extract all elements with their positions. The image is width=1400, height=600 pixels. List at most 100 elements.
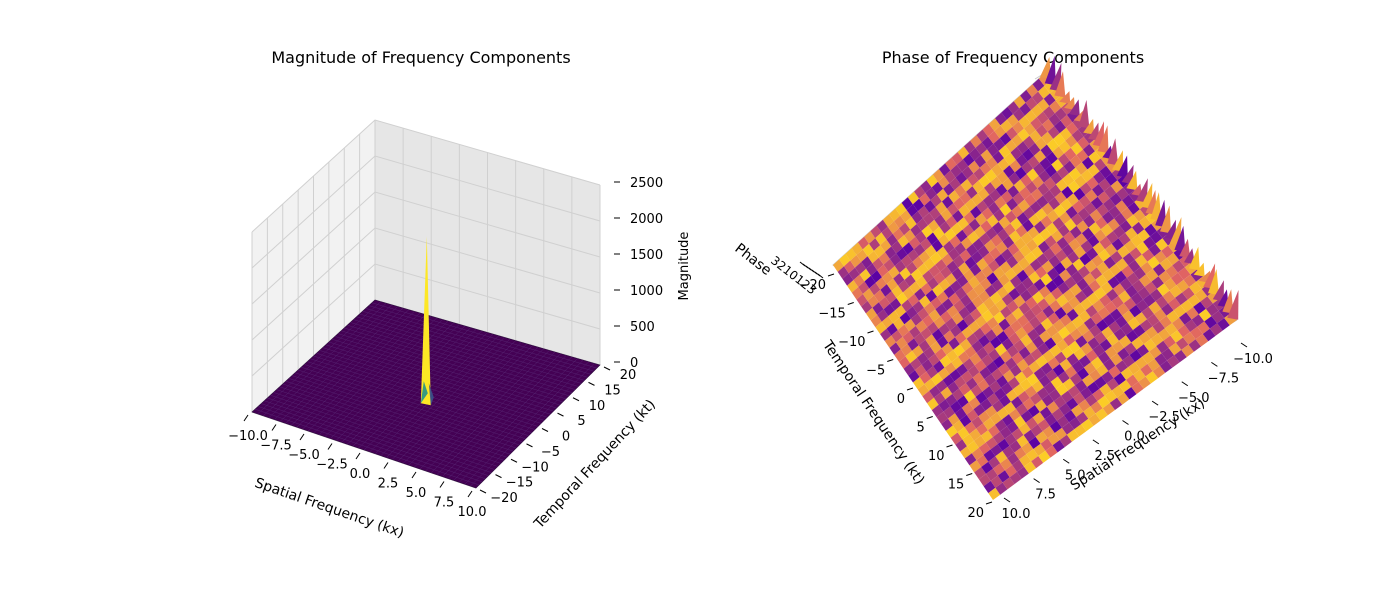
phase-tile — [1183, 332, 1196, 345]
phase-tile — [961, 402, 974, 415]
phase-tile — [974, 467, 986, 480]
phase-tile — [1077, 265, 1091, 279]
phase-tile — [999, 394, 1011, 408]
phase-tile — [988, 131, 1000, 144]
phase-tile — [1009, 471, 1022, 485]
phase-tile — [1024, 461, 1037, 474]
phase-tile — [842, 273, 854, 286]
phase-tile — [1150, 288, 1163, 302]
phase-tile — [917, 384, 930, 397]
phase-tile — [894, 260, 906, 273]
phase-tile — [972, 238, 985, 251]
phase-tile — [1064, 365, 1077, 379]
phase-spike — [1097, 125, 1109, 154]
phase-tile — [977, 379, 990, 392]
phase-tile — [1064, 321, 1077, 334]
phase-tile — [1003, 325, 1016, 338]
phase-tile — [1110, 308, 1123, 321]
phase-tile — [912, 300, 924, 314]
phase-tile — [866, 263, 878, 276]
phase-tile — [993, 209, 1005, 222]
phase-tile — [1019, 102, 1032, 116]
phase-tile — [1167, 355, 1180, 368]
phase-tile — [859, 268, 871, 282]
phase-tile — [1068, 340, 1081, 354]
phase-tile — [888, 266, 900, 279]
right-chart-title: Phase of Frequency Components — [881, 48, 1145, 67]
phase-tile — [936, 411, 949, 424]
phase-tile — [1017, 390, 1030, 404]
phase-tile — [1060, 198, 1073, 212]
phase-tile — [1053, 204, 1066, 218]
phase-tile — [923, 346, 935, 360]
phase-tile — [955, 439, 967, 452]
phase-tile — [908, 236, 921, 250]
phase-tile — [1111, 295, 1124, 309]
phase-tile — [1014, 371, 1027, 384]
phase-tile — [1064, 147, 1077, 161]
y-tick — [946, 444, 953, 448]
phase-tile — [1038, 240, 1050, 254]
phase-tile — [994, 387, 1007, 401]
y-tick-label: −20 — [490, 491, 517, 506]
phase-tile — [1173, 247, 1187, 260]
phase-tile — [1081, 156, 1094, 170]
mesh-line — [335, 324, 460, 441]
phase-tile — [1117, 245, 1130, 259]
phase-tile — [981, 207, 994, 221]
phase-tile — [999, 132, 1012, 146]
mesh-line — [330, 322, 454, 439]
phase-tile — [935, 348, 947, 361]
phase-tile — [915, 320, 928, 333]
phase-tile — [996, 170, 1009, 184]
phase-tile — [979, 366, 992, 380]
phase-tile — [998, 318, 1011, 331]
phase-tile — [1054, 307, 1067, 320]
phase-tile — [891, 330, 903, 343]
phase-tile — [1099, 383, 1112, 396]
phase-tile — [971, 416, 984, 429]
phase-tile — [1097, 191, 1110, 204]
phase-tile — [1044, 292, 1057, 306]
phase-tile — [1057, 281, 1070, 295]
mesh-line — [403, 343, 528, 464]
phase-tile — [1147, 256, 1160, 269]
phase-tile — [993, 355, 1005, 369]
phase-tile — [1126, 374, 1139, 387]
phase-tile — [1054, 107, 1067, 121]
phase-tile — [935, 259, 947, 272]
phase-tile — [1071, 360, 1084, 373]
phase-tile — [1078, 123, 1091, 137]
phase-tile — [912, 198, 925, 212]
phase-tile — [1031, 188, 1043, 202]
phase-tile — [1045, 280, 1058, 293]
phase-tile — [919, 371, 932, 384]
phase-tile — [933, 316, 946, 329]
phase-tile — [993, 138, 1006, 151]
phase-tile — [1015, 282, 1027, 295]
phase-tile — [1143, 294, 1156, 307]
magnitude-chart: 05001000150020002500Magnitude−10.0−7.5−5… — [228, 119, 692, 541]
phase-tile — [955, 287, 967, 300]
phase-tile — [1013, 295, 1026, 308]
phase-tile — [996, 286, 1009, 299]
phase-tile — [1080, 240, 1093, 253]
x-tick — [1151, 400, 1159, 406]
phase-tile — [1065, 263, 1078, 277]
phase-tile — [1119, 277, 1133, 291]
phase-tile — [833, 259, 844, 272]
phase-tile — [988, 456, 1001, 469]
phase-tile — [1050, 171, 1063, 185]
phase-tile — [851, 287, 863, 300]
phase-tile — [927, 321, 939, 335]
phase-tile — [910, 268, 923, 282]
phase-tile — [925, 245, 937, 258]
peak-base-left — [420, 381, 428, 404]
phase-tile — [856, 294, 868, 307]
phase-tile — [967, 365, 980, 378]
phase-tile — [1033, 443, 1046, 456]
phase-tile — [1024, 251, 1037, 265]
phase-tile — [1039, 228, 1052, 241]
phase-tile — [1152, 365, 1166, 379]
phase-tile — [944, 362, 957, 375]
